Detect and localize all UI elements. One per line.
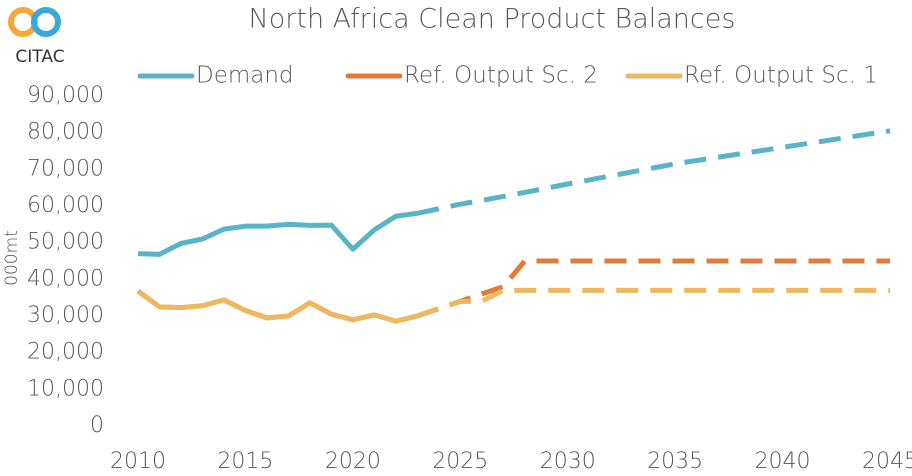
- logo-icon: [8, 7, 61, 37]
- x-tick-label: 2010: [110, 449, 166, 474]
- x-tick-label: 2045: [862, 449, 912, 474]
- y-tick-label: 80,000: [27, 120, 104, 145]
- y-tick-label: 40,000: [27, 266, 104, 291]
- y-tick-label: 50,000: [27, 230, 104, 255]
- x-tick-label: 2035: [647, 449, 703, 474]
- y-axis-label: 000mt: [2, 230, 22, 286]
- x-tick-label: 2030: [540, 449, 596, 474]
- legend-label: Ref. Output Sc. 1: [684, 63, 878, 89]
- series-line: [137, 210, 418, 257]
- y-tick-label: 30,000: [27, 303, 104, 328]
- y-tick-label: 70,000: [27, 156, 104, 181]
- chart-title: North Africa Clean Product Balances: [249, 4, 736, 35]
- y-tick-label: 0: [90, 413, 104, 438]
- y-tick-label: 20,000: [27, 340, 104, 365]
- x-tick-label: 2020: [325, 449, 381, 474]
- series-line: [416, 287, 890, 319]
- series-line: [416, 128, 891, 216]
- y-tick-label: 90,000: [27, 83, 104, 108]
- x-tick-label: 2040: [755, 449, 811, 474]
- y-tick-label: 10,000: [27, 376, 104, 401]
- logo-text: CITAC: [15, 47, 64, 67]
- y-tick-label: 60,000: [27, 193, 104, 218]
- series-line: [136, 289, 418, 324]
- x-tick-label: 2015: [217, 449, 273, 474]
- legend-label: Ref. Output Sc. 2: [404, 63, 598, 89]
- legend-label: Demand: [196, 63, 294, 89]
- x-tick-label: 2025: [432, 449, 488, 474]
